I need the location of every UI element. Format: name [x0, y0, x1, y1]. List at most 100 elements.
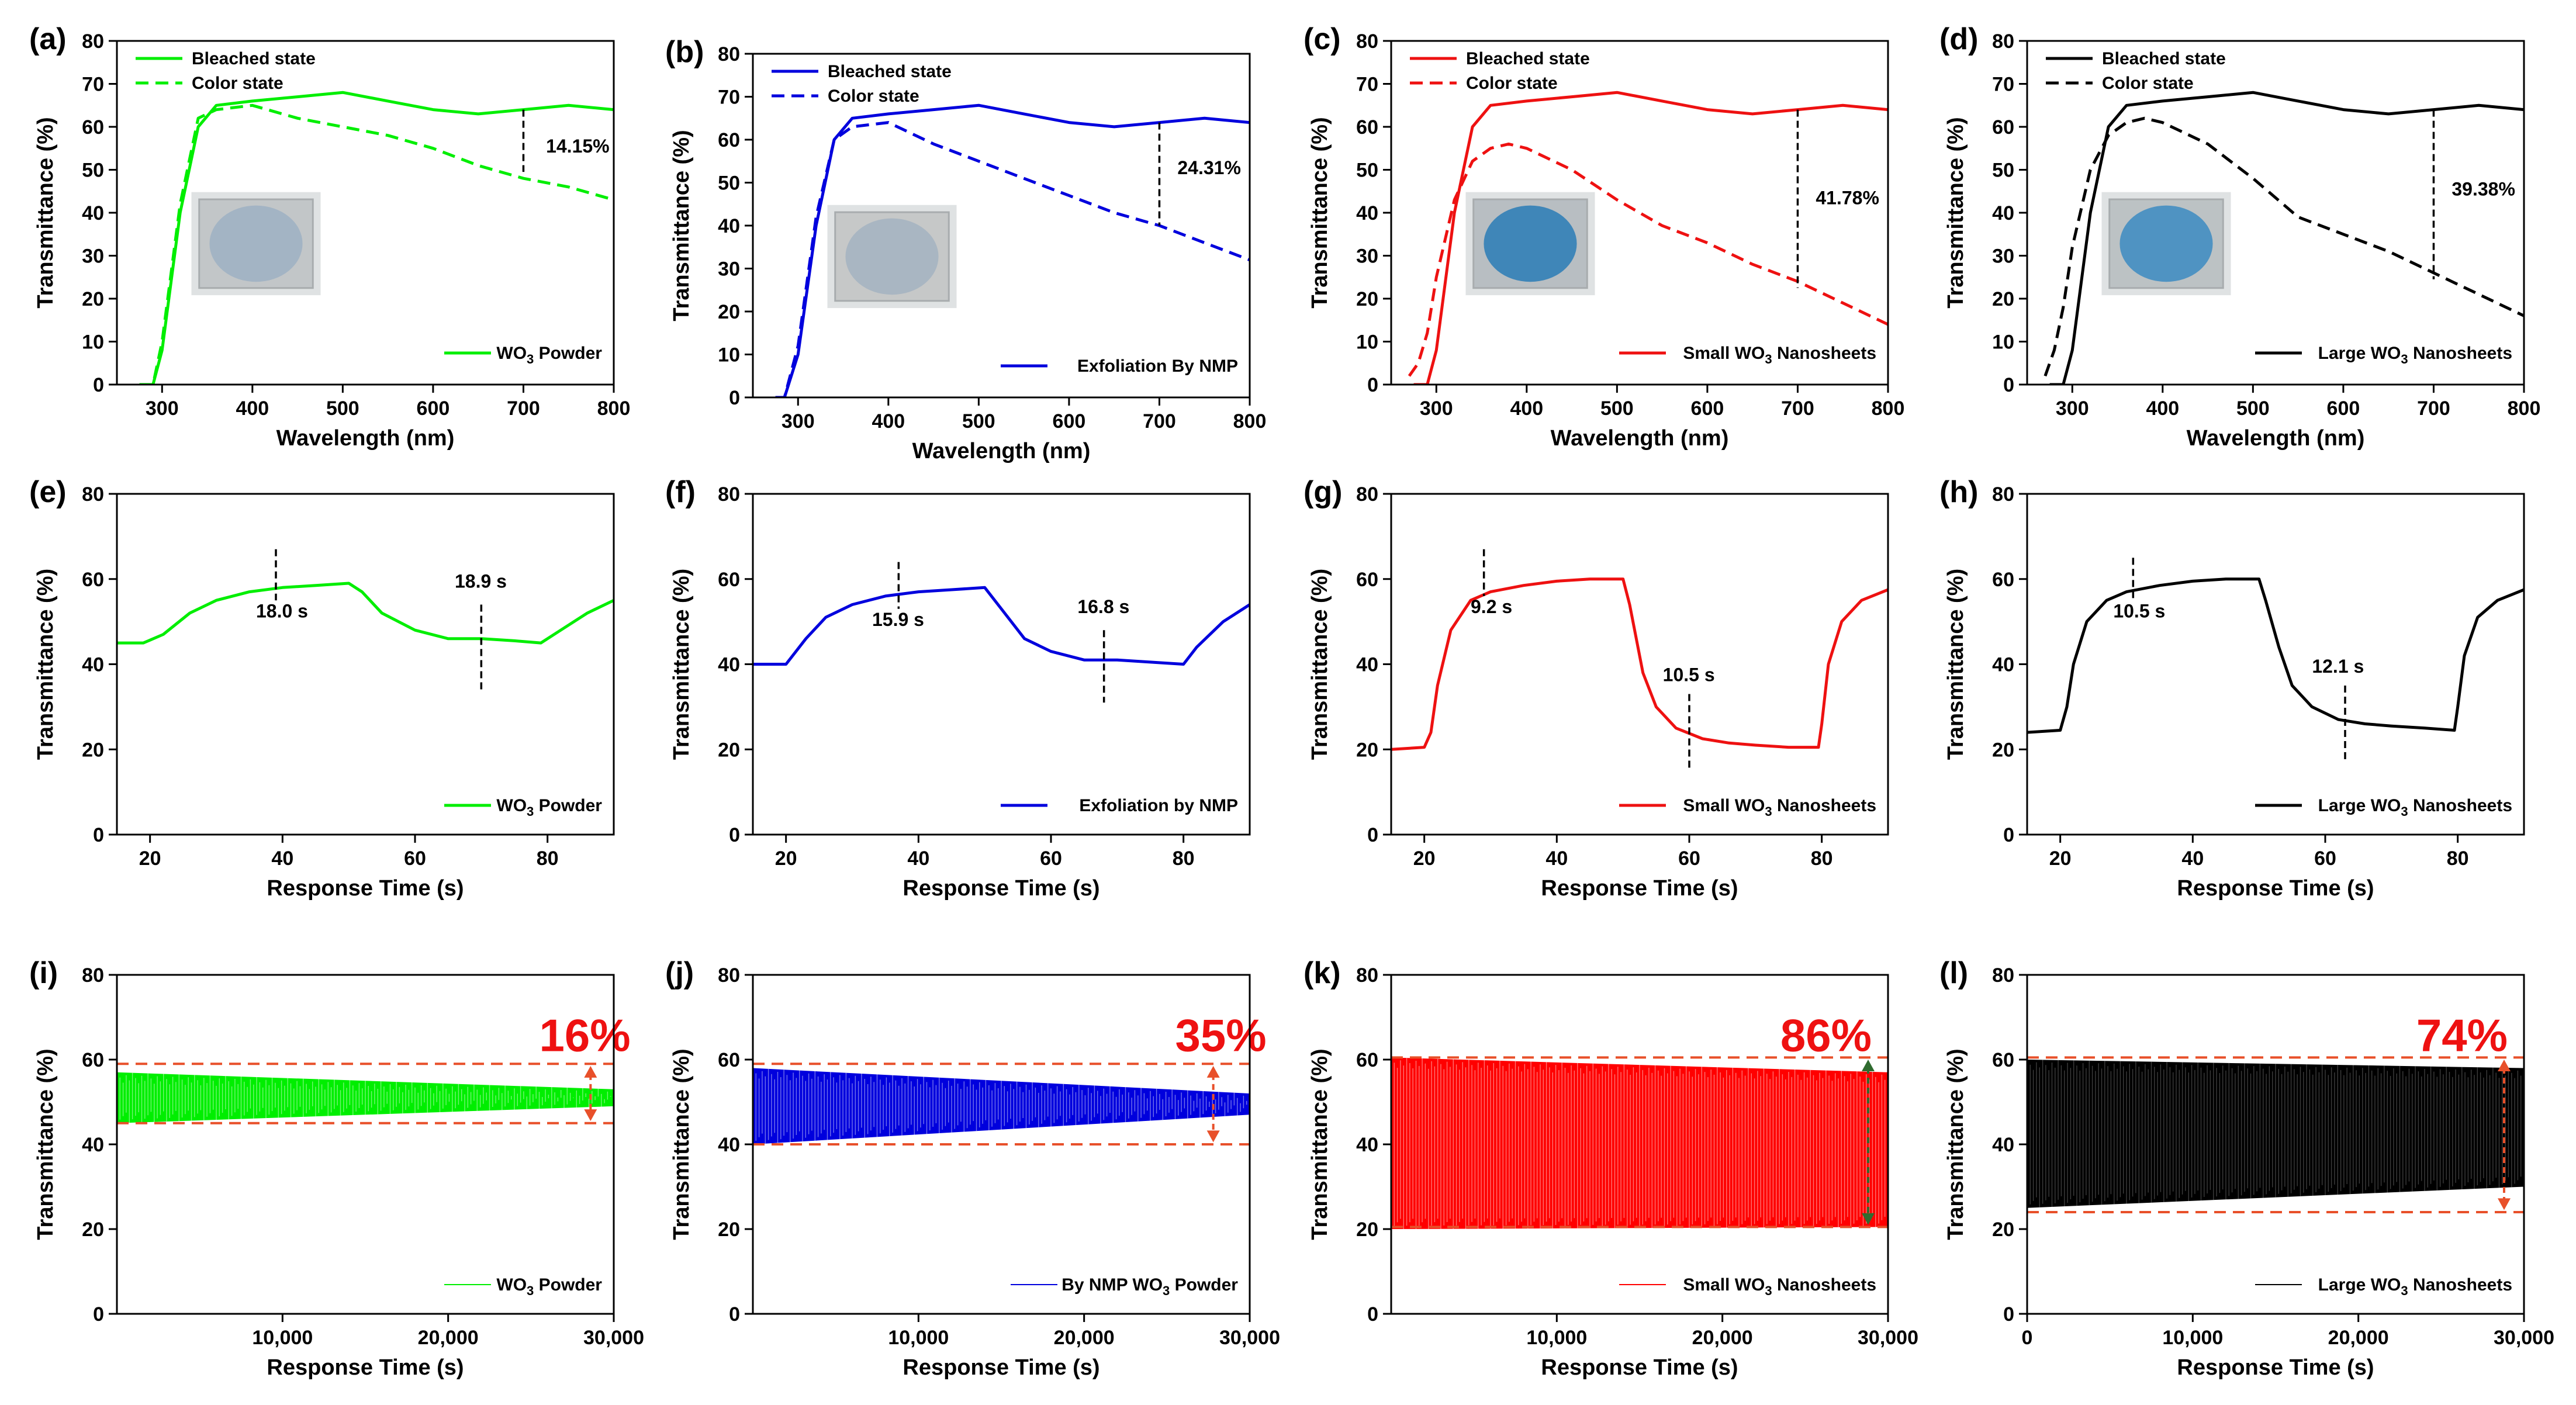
text-run: Nanosheets — [1772, 344, 1876, 363]
plot-area — [2027, 1060, 2524, 1208]
y-tick-label: 0 — [2003, 824, 2014, 846]
y-tick-label: 40 — [1992, 654, 2014, 676]
y-tick-label: 80 — [1992, 483, 2014, 506]
y-tick-label: 40 — [718, 1134, 740, 1156]
legend-label-sample: Small WO3​ Nanosheets — [1683, 796, 1876, 819]
x-tick-label: 20,000 — [1692, 1327, 1753, 1349]
x-axis-label: Response Time (s) — [1541, 1355, 1738, 1380]
text-run: Powder — [534, 344, 602, 363]
x-tick-label: 400 — [872, 410, 905, 432]
x-tick-label: 40 — [907, 847, 929, 870]
panel-g: 9.2 s 10.5 s 20 40 60 80 0 20 40 60 80 Response Tim… — [1303, 475, 1889, 901]
panel-f: 15.9 s 16.8 s 20 40 60 80 0 20 40 60 80 Response Ti… — [665, 475, 1251, 901]
y-tick-label: 80 — [1992, 964, 2014, 987]
x-tick-label: 500 — [962, 410, 995, 432]
x-tick-label: 400 — [1510, 397, 1543, 420]
y-tick-label: 80 — [1356, 30, 1378, 53]
panel-j: 35% 10,000 20,000 30,000 0 20 40 60 80 Response T… — [665, 956, 1280, 1380]
annotation-label: 10.5 s — [1663, 665, 1715, 686]
text-run: WO — [2371, 344, 2401, 363]
plot-area — [2043, 91, 2524, 385]
x-tick-label: 600 — [417, 397, 450, 420]
x-tick-label: 0 — [2022, 1327, 2033, 1349]
text-run: Powder — [1170, 1275, 1238, 1295]
y-tick-label: 80 — [718, 964, 740, 987]
y-tick-label: 0 — [1367, 374, 1378, 396]
y-tick-label: 30 — [1992, 245, 2014, 268]
y-axis-label: Transmittance (%) — [1308, 117, 1332, 308]
y-tick-label: 70 — [82, 74, 104, 96]
arrow-head-up — [1206, 1065, 1220, 1078]
x-axis-label: Response Time (s) — [2177, 1355, 2374, 1380]
arrow-head-up — [1862, 1060, 1875, 1071]
arrow-head-down — [1862, 1213, 1875, 1225]
subscript-3: 3 — [1163, 1283, 1170, 1298]
y-tick-label: 0 — [93, 824, 104, 846]
y-tick-label: 60 — [1356, 116, 1378, 139]
annotation-label: 41.78% — [1816, 187, 1879, 208]
x-tick-label: 30,000 — [2494, 1327, 2554, 1349]
x-tick-label: 600 — [1053, 410, 1086, 432]
legend-label-color: Color state — [192, 74, 283, 93]
x-tick-label: 20 — [1413, 847, 1436, 870]
y-tick-label: 40 — [718, 654, 740, 676]
y-tick-label: 20 — [1356, 1219, 1378, 1241]
text-run: WO — [496, 796, 527, 815]
y-tick-label: 50 — [718, 172, 740, 195]
legend-label-sample: Exfoliation by NMP — [1079, 796, 1238, 815]
y-axis-label: Transmittance (%) — [669, 1048, 694, 1240]
series-line-bleached-state — [139, 91, 614, 385]
plot-area — [1408, 91, 1888, 385]
panel-label: (k) — [1303, 956, 1341, 990]
x-tick-label: 30,000 — [1858, 1327, 1918, 1349]
plot-area — [2027, 577, 2524, 734]
y-tick-label: 40 — [82, 202, 104, 224]
x-axis-label: Response Time (s) — [267, 876, 464, 901]
y-tick-label: 60 — [718, 129, 740, 151]
y-tick-label: 60 — [82, 116, 104, 139]
legend-label-sample: Large WO3​ Nanosheets — [2318, 796, 2512, 819]
arrow-head-up — [2498, 1060, 2511, 1071]
arrow-head-up — [584, 1065, 597, 1078]
text-run: Nanosheets — [2408, 344, 2512, 363]
x-tick-label: 800 — [1872, 397, 1905, 420]
text-run: Small — [1683, 796, 1734, 815]
y-tick-label: 40 — [82, 1134, 104, 1156]
y-axis-label: Transmittance (%) — [1308, 569, 1332, 760]
y-tick-label: 0 — [1367, 824, 1378, 846]
x-tick-label: 300 — [1420, 397, 1453, 420]
text-run: Nanosheets — [2408, 1275, 2512, 1295]
text-run: Powder — [534, 796, 602, 815]
y-tick-label: 10 — [1992, 331, 2014, 354]
text-run: Nanosheets — [1772, 1275, 1876, 1295]
arrow-head-down — [2498, 1198, 2511, 1210]
x-tick-label: 400 — [2146, 397, 2179, 420]
y-tick-label: 50 — [82, 160, 104, 182]
x-tick-label: 20,000 — [1054, 1327, 1115, 1349]
y-tick-label: 20 — [1992, 1219, 2014, 1241]
modulation-percent-label: 74% — [2416, 1010, 2508, 1061]
plot-area — [117, 582, 614, 645]
y-tick-label: 40 — [1992, 202, 2014, 224]
y-tick-label: 10 — [82, 331, 104, 354]
y-tick-label: 80 — [1356, 483, 1378, 506]
subscript-3: 3 — [2401, 1283, 2408, 1298]
y-tick-label: 20 — [82, 288, 104, 310]
x-tick-label: 80 — [537, 847, 559, 870]
annotation-label: 15.9 s — [872, 609, 924, 630]
y-tick-label: 80 — [82, 30, 104, 53]
panel-label: (j) — [665, 956, 694, 990]
y-tick-label: 70 — [1356, 74, 1378, 96]
plot-area — [1391, 577, 1888, 751]
x-tick-label: 700 — [1781, 397, 1814, 420]
y-tick-label: 70 — [718, 86, 740, 109]
y-tick-label: 60 — [1356, 569, 1378, 591]
legend-label-bleached: Bleached state — [2102, 49, 2226, 68]
inset-film-spot — [1484, 205, 1577, 282]
x-tick-label: 80 — [1811, 847, 1833, 870]
y-tick-label: 20 — [82, 739, 104, 761]
annotation-label: 24.31% — [1177, 157, 1241, 178]
y-tick-label: 0 — [729, 824, 740, 846]
x-tick-label: 20 — [2049, 847, 2072, 870]
x-tick-label: 700 — [2417, 397, 2450, 420]
